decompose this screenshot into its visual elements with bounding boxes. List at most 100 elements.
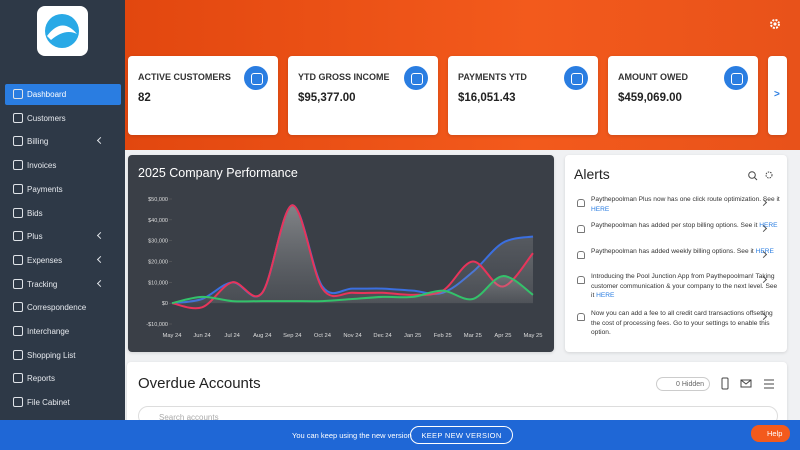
menu-icon	[13, 373, 23, 384]
update-banner: You can keep using the new version KEEP …	[0, 420, 800, 450]
y-tick-label: $30,000	[148, 239, 168, 245]
stat-card[interactable]: AMOUNT OWED $459,069.00	[608, 56, 758, 135]
banner-text: You can keep using the new version	[292, 431, 412, 440]
y-tick-label: $10,000	[148, 280, 168, 286]
card-title: PAYMENTS YTD	[458, 72, 527, 82]
alert-text: Paythepoolman has added per stop billing…	[591, 222, 758, 229]
menu-item[interactable]: Correspondence	[5, 297, 121, 318]
help-button[interactable]: Help	[751, 425, 790, 442]
menu-arrow	[96, 255, 105, 263]
menu-item[interactable]: Plus	[5, 226, 121, 247]
alerts-tools[interactable]	[747, 170, 777, 182]
settings-icon[interactable]	[768, 17, 782, 31]
menu-item[interactable]: Reports	[5, 368, 121, 389]
alert-text: Now you can add a fee to all credit card…	[591, 310, 773, 337]
overdue-tools[interactable]	[720, 377, 780, 391]
y-tick-label: $50,000	[148, 197, 168, 203]
card-icon	[404, 66, 428, 90]
menu-arrow	[96, 279, 105, 287]
menu-icon	[13, 349, 23, 360]
next-arrow: >	[774, 89, 780, 100]
menu-item[interactable]: Tracking	[5, 274, 121, 295]
alert-text: Introducing the Pool Junction App from P…	[591, 273, 778, 300]
alert-text: Paythepoolman has added weekly billing o…	[591, 248, 754, 255]
keep-button[interactable]: KEEP NEW VERSION	[410, 426, 513, 444]
card-icon	[564, 66, 588, 90]
menu-icon	[13, 160, 23, 171]
x-tick-label: Dec 24	[373, 333, 392, 339]
menu-item[interactable]: Bids	[5, 203, 121, 224]
chart-panel: 2025 Company Performance -$10,000 $0 $10,00…	[128, 155, 554, 352]
menu-item[interactable]: File Cabinet	[5, 392, 121, 413]
series-line	[171, 204, 534, 310]
stat-card[interactable]: ACTIVE CUSTOMERS 82	[128, 56, 278, 135]
menu-icon	[13, 254, 23, 265]
menu-item[interactable]: Payments	[5, 179, 121, 200]
menu-item[interactable]: Shopping List	[5, 345, 121, 366]
menu-item[interactable]: Invoices	[5, 155, 121, 176]
y-tick-label: $0	[162, 301, 168, 307]
alert-link[interactable]: HERE	[755, 248, 774, 255]
chart-title: 2025 Company Performance	[138, 166, 298, 180]
alert-link[interactable]: HERE	[596, 292, 615, 300]
menu-icon	[13, 183, 23, 194]
card-title: AMOUNT OWED	[618, 72, 688, 82]
alert-item[interactable]: Paythepoolman has added per stop billing…	[577, 221, 782, 233]
x-tick-label: Mar 25	[464, 333, 482, 339]
x-tick-label: Feb 25	[434, 333, 452, 339]
x-tick-label: May 25	[523, 333, 542, 339]
x-tick-label: Jul 24	[224, 333, 240, 339]
logo-art	[45, 14, 79, 48]
menu-arrow	[96, 232, 105, 240]
card-title: ACTIVE CUSTOMERS	[138, 72, 231, 82]
menu-icon	[13, 326, 23, 336]
alert-item[interactable]: Now you can add a fee to all credit card…	[577, 309, 782, 338]
y-tick-label: $40,000	[148, 218, 168, 224]
x-tick-label: Jan 25	[404, 333, 421, 339]
alert-item[interactable]: Paythepoolman has added weekly billing o…	[577, 247, 782, 259]
overdue-title: Overdue Accounts	[138, 375, 261, 392]
logo[interactable]	[37, 6, 88, 56]
x-tick-label: Nov 24	[343, 333, 362, 339]
y-tick-label: -$10,000	[146, 322, 168, 328]
menu-icon	[13, 89, 23, 99]
alert-item[interactable]: Introducing the Pool Junction App from P…	[577, 272, 782, 301]
sidebar: Dashboard Customers Billing Invoices Payment…	[0, 0, 125, 450]
y-tick-label: $20,000	[148, 260, 168, 266]
alerts-panel: Alerts Paythepoolman Plus now has one cl…	[565, 155, 787, 352]
card-value: 82	[138, 92, 151, 104]
menu-icon	[13, 302, 23, 313]
card-value: $16,051.43	[458, 92, 516, 104]
alert-link[interactable]: HERE	[759, 222, 778, 229]
menu-icon	[13, 207, 23, 218]
chart: 2025 Company Performance -$10,000 $0 $10,00…	[138, 166, 543, 339]
stat-card[interactable]: PAYMENTS YTD $16,051.43	[448, 56, 598, 135]
menu-item[interactable]: Customers	[5, 108, 121, 129]
x-tick-label: Aug 24	[253, 333, 272, 339]
card-value: $95,377.00	[298, 92, 356, 104]
menu-item[interactable]: Dashboard	[5, 84, 121, 105]
series-line	[171, 275, 534, 305]
x-tick-label: Sep 24	[283, 333, 302, 339]
hidden-toggle[interactable]: 0 Hidden	[656, 377, 710, 391]
menu-icon	[13, 278, 23, 289]
x-tick-label: Oct 24	[314, 333, 332, 339]
series-area	[172, 276, 533, 304]
alert-text: Paythepoolman Plus now has one click rou…	[591, 196, 780, 203]
menu-item[interactable]: Billing	[5, 131, 121, 152]
card-icon	[724, 66, 748, 90]
menu-item[interactable]: Interchange	[5, 321, 121, 342]
card-icon	[244, 66, 268, 90]
next-card[interactable]: >	[768, 56, 787, 135]
alert-link[interactable]: HERE	[591, 205, 610, 213]
card-title: YTD GROSS INCOME	[298, 72, 390, 82]
card-value: $459,069.00	[618, 92, 682, 104]
menu-icon	[13, 136, 23, 147]
alert-item[interactable]: Paythepoolman Plus now has one click rou…	[577, 195, 782, 214]
stat-card[interactable]: YTD GROSS INCOME $95,377.00	[288, 56, 438, 135]
menu-icon	[13, 112, 23, 123]
menu-arrow	[96, 137, 105, 145]
alerts-title: Alerts	[574, 166, 610, 182]
menu-item[interactable]: Expenses	[5, 250, 121, 271]
